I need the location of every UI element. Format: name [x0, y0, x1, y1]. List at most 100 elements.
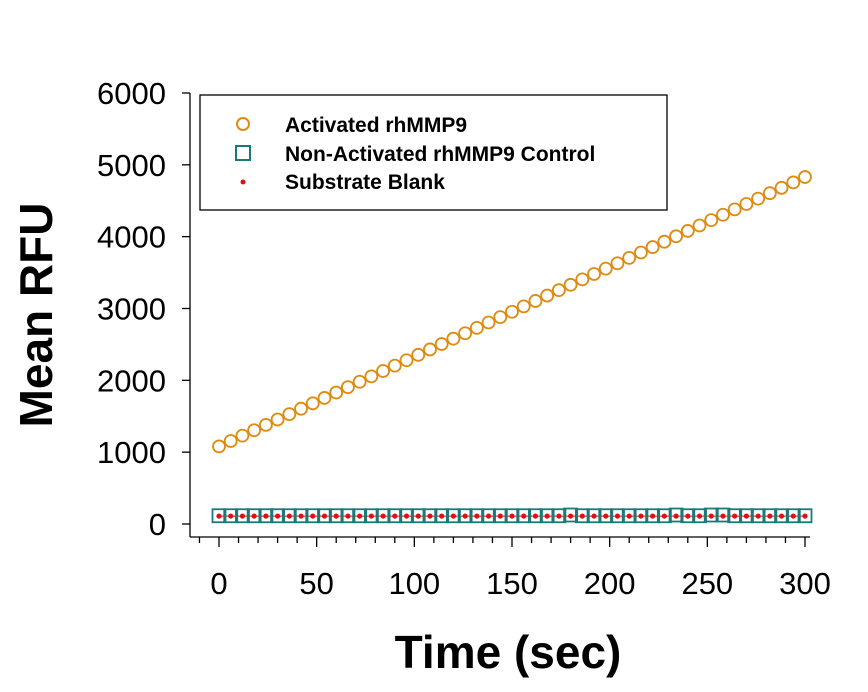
activated-point: [716, 207, 730, 222]
activated-point: [622, 250, 637, 265]
x-tick-label: 200: [584, 566, 636, 601]
legend-marker-circle: [236, 117, 250, 131]
blank-point: [403, 513, 410, 519]
control-point: [293, 508, 309, 524]
activated-point: [282, 407, 297, 421]
x-tick-label: 100: [388, 566, 440, 601]
y-tick-label: 6000: [97, 76, 166, 111]
control-point: [387, 508, 403, 524]
blank-point: [732, 513, 738, 519]
activated-point: [505, 304, 519, 319]
blank-point: [368, 513, 374, 519]
blank-point: [485, 513, 492, 519]
activated-point: [469, 320, 484, 335]
control-point: [539, 508, 555, 524]
activated-point: [575, 272, 590, 287]
activated-point: [493, 310, 508, 325]
control-point: [504, 508, 520, 524]
control-point: [305, 508, 321, 524]
control-point: [598, 508, 614, 524]
blank-point: [321, 513, 328, 519]
control-point: [703, 507, 719, 523]
activated-point: [376, 364, 390, 378]
x-tick-label: 150: [486, 566, 538, 601]
blank-point: [720, 513, 726, 519]
activated-point: [387, 358, 402, 373]
y-tick-label: 3000: [97, 292, 166, 327]
axes: 0 1000 2000 3000 4000 5000 6000 0 50 100 150 200 250…: [97, 76, 831, 601]
control-point: [610, 508, 625, 524]
control-point: [270, 508, 286, 524]
blank-point: [532, 513, 539, 519]
blank-point: [427, 513, 433, 519]
control-point: [563, 507, 578, 523]
control-point: [422, 508, 438, 524]
blank-point: [802, 513, 808, 519]
blank-point: [603, 513, 609, 519]
control-point: [551, 508, 567, 524]
activated-point: [610, 256, 625, 271]
control-point: [340, 508, 356, 524]
activated-point: [516, 299, 531, 314]
legend-label-blank: Substrate Blank: [285, 171, 445, 194]
control-point: [692, 508, 707, 524]
control-point: [528, 508, 543, 524]
activated-point: [692, 218, 707, 233]
blank-point: [286, 513, 292, 519]
activated-point: [657, 234, 672, 249]
blank-point: [333, 513, 339, 519]
control-point: [656, 508, 672, 524]
control-point: [246, 508, 262, 524]
activated-point: [411, 347, 426, 362]
blank-point: [239, 513, 246, 519]
activated-point: [364, 369, 379, 384]
blank-point: [345, 513, 351, 519]
activated-point: [645, 240, 660, 254]
activated-point: [423, 342, 437, 357]
blank-point: [275, 513, 281, 519]
activated-point: [704, 213, 719, 228]
blank-point: [661, 513, 667, 519]
control-point: [621, 508, 637, 524]
blank-point: [509, 513, 515, 519]
control-point: [645, 508, 661, 524]
blank-point: [544, 513, 550, 519]
activated-point: [247, 423, 262, 438]
activated-point: [762, 186, 777, 201]
control-point: [785, 508, 801, 524]
activated-point: [751, 191, 766, 206]
y-axis-label: Mean RFU: [10, 203, 62, 428]
blank-point: [392, 513, 398, 519]
activated-point: [598, 261, 613, 276]
control-point: [328, 508, 344, 524]
x-tick-label: 50: [299, 566, 333, 601]
blank-point: [556, 513, 562, 519]
activated-point: [798, 170, 812, 184]
control-point: [739, 508, 754, 524]
blank-point: [626, 513, 632, 519]
control-point: [469, 508, 485, 524]
blank-point: [650, 513, 656, 519]
control-point: [762, 508, 778, 524]
control-point: [223, 508, 239, 524]
x-tick-label: 300: [779, 566, 831, 601]
control-point: [211, 508, 227, 524]
activated-point: [634, 245, 648, 260]
control-point: [410, 508, 426, 524]
activated-point: [481, 315, 496, 330]
legend: Activated rhMMP9 Non-Activated rhMMP9 Co…: [199, 94, 668, 211]
control-point: [586, 508, 602, 524]
y-tick-label: 5000: [97, 148, 166, 183]
control-point: [375, 508, 391, 524]
activated-point: [352, 374, 367, 389]
control-point: [457, 508, 473, 524]
legend-label-control: Non-Activated rhMMP9 Control: [285, 143, 595, 166]
activated-point: [774, 180, 789, 195]
blank-point: [673, 513, 679, 519]
activated-point: [680, 224, 695, 238]
blank-point: [497, 513, 503, 519]
control-point: [317, 508, 332, 524]
legend-marker-square: [235, 145, 251, 161]
blank-point: [474, 513, 480, 519]
control-point: [258, 508, 274, 524]
